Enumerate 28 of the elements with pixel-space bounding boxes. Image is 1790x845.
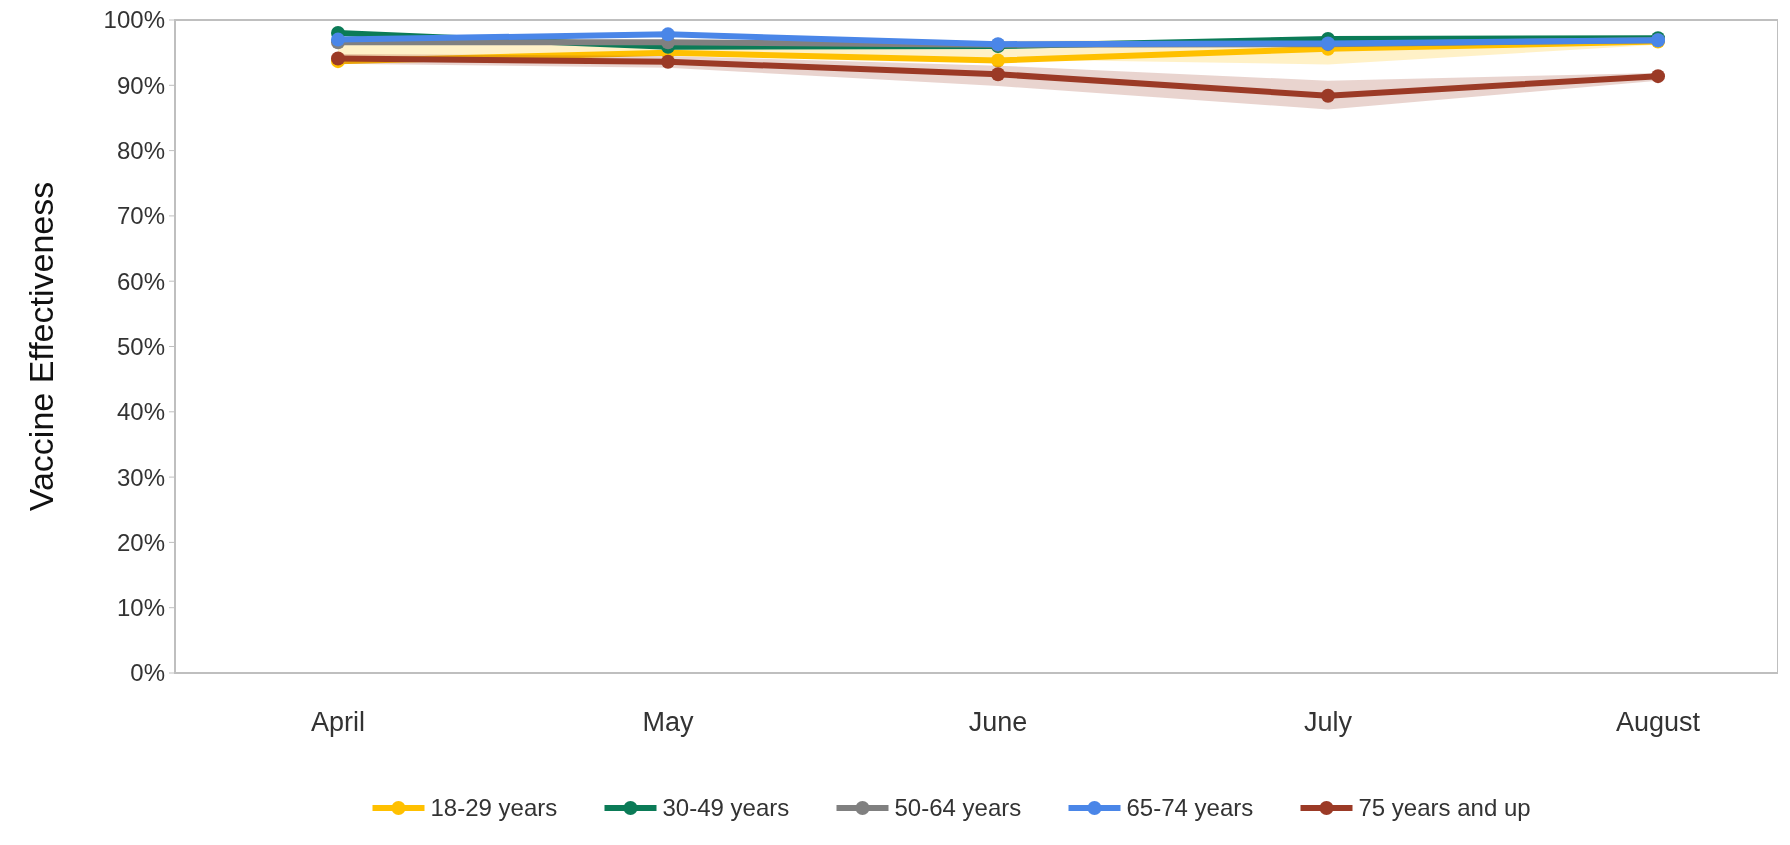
y-tick-label: 60%	[116, 267, 165, 295]
y-tick-label: 10%	[116, 594, 165, 622]
x-tick-label: July	[1303, 707, 1353, 737]
legend-label: 50-64 years	[894, 794, 1022, 822]
x-tick-label: May	[642, 707, 694, 737]
y-tick-label: 0%	[130, 659, 165, 687]
y-axis-title: Vaccine Effectiveness	[22, 181, 60, 512]
point	[661, 27, 675, 42]
y-tick-label: 30%	[116, 463, 165, 491]
y-tick-label: 70%	[116, 202, 165, 230]
legend-label: 30-49 years	[662, 794, 790, 822]
y-tick-label: 80%	[116, 137, 165, 164]
y-tick-label: 20%	[116, 528, 165, 556]
x-tick-label: June	[968, 707, 1028, 737]
x-tick-label: April	[310, 707, 366, 737]
point	[1321, 88, 1335, 103]
point	[991, 67, 1005, 82]
legend-label: 18-29 years	[430, 794, 558, 822]
point	[991, 53, 1005, 68]
y-tick-label: 50%	[116, 332, 165, 360]
x-tick-label: August	[1615, 707, 1701, 737]
y-tick-label: 100%	[103, 6, 165, 34]
legend-label: 75 years and up	[1358, 794, 1531, 822]
y-tick-label: 90%	[116, 71, 165, 99]
point	[661, 54, 675, 69]
legend-label: 65-74 years	[1126, 794, 1254, 822]
point	[1651, 69, 1665, 84]
y-tick-label: 40%	[116, 398, 165, 426]
